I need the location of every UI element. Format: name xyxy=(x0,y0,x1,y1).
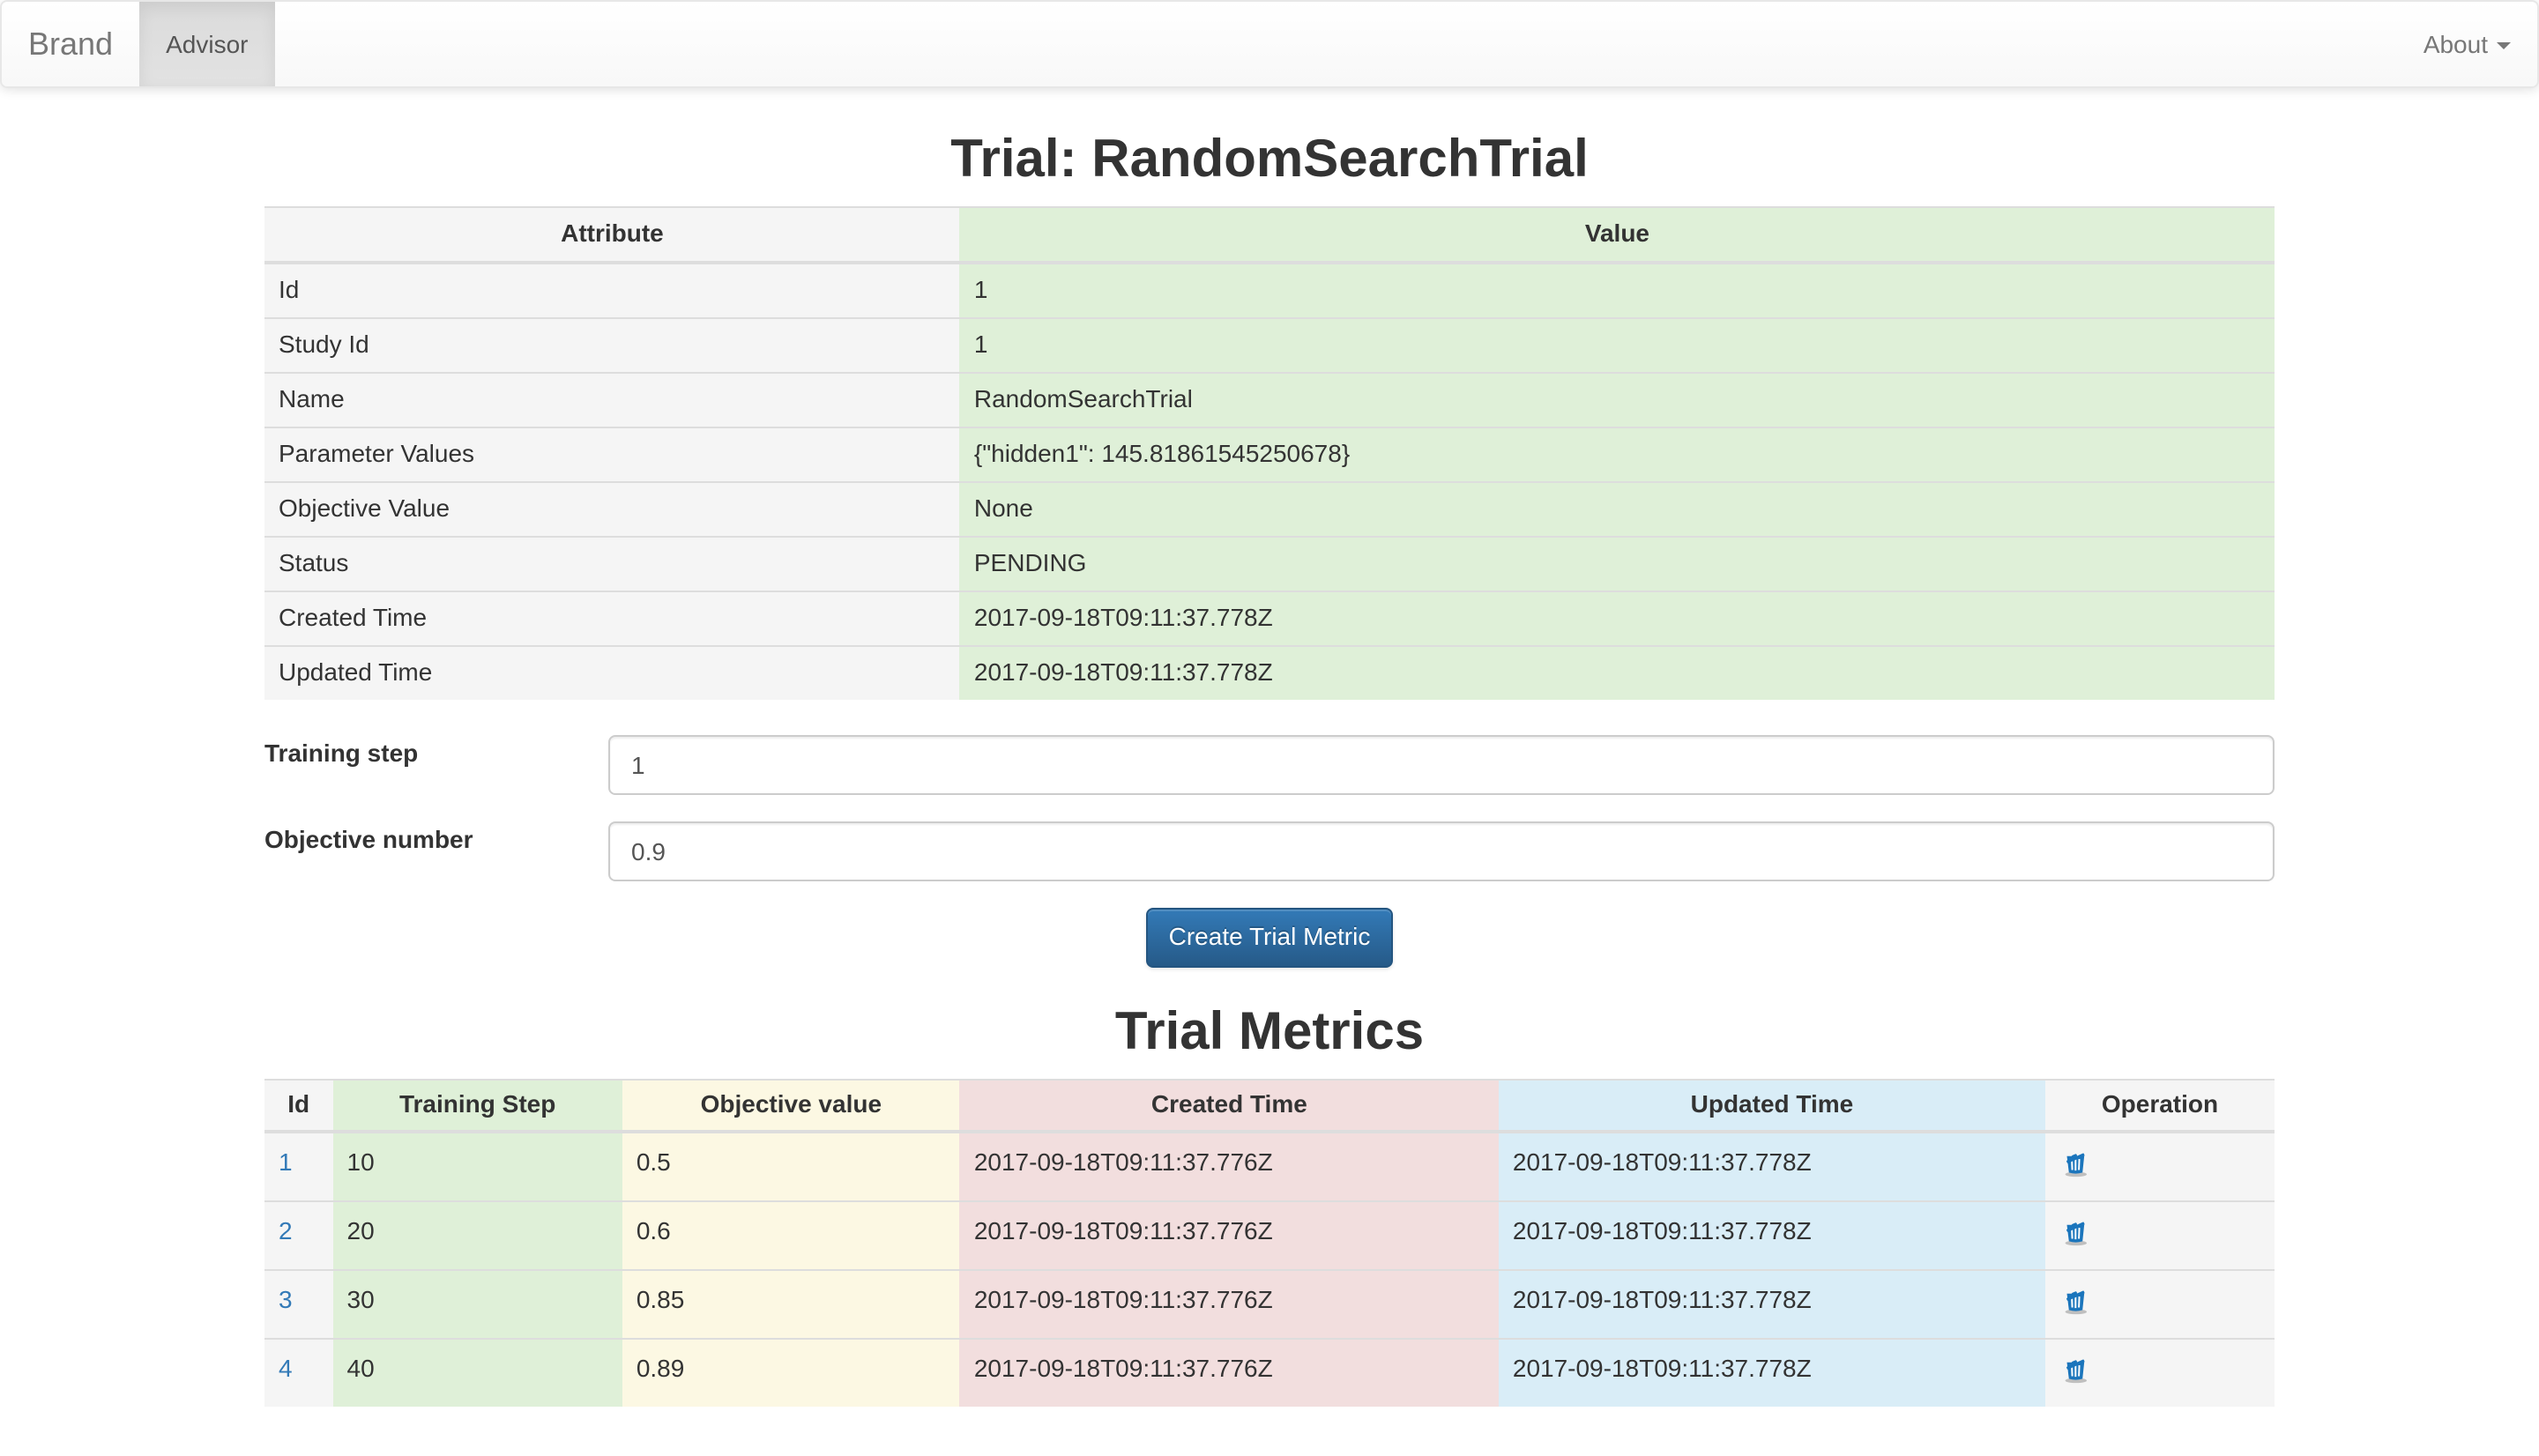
metric-created-time-cell: 2017-09-18T09:11:37.776Z xyxy=(959,1268,1499,1339)
navbar-left-nav: Advisor xyxy=(139,2,275,86)
metric-id-link[interactable]: 2 xyxy=(279,1215,293,1244)
attribute-value-cell: 1 xyxy=(959,261,2275,318)
operation-column-header: Operation xyxy=(2045,1078,2275,1133)
metric-updated-time-cell: 2017-09-18T09:11:37.778Z xyxy=(1498,1200,2046,1270)
attribute-column-header: Attribute xyxy=(264,205,960,264)
submit-row: Create Trial Metric xyxy=(264,907,2275,968)
metric-training-step-cell: 40 xyxy=(332,1337,622,1407)
delete-metric-button[interactable] xyxy=(2059,1146,2091,1177)
attribute-value-cell: PENDING xyxy=(959,535,2275,591)
attribute-value-cell: RandomSearchTrial xyxy=(959,371,2275,427)
delete-metric-button[interactable] xyxy=(2059,1283,2091,1315)
attribute-name-cell: Name xyxy=(264,371,960,427)
trial-attributes-table: Attribute Value Id 1 Study Id 1 Name Ran… xyxy=(264,205,2275,700)
trash-icon xyxy=(2065,1222,2088,1245)
trial-metrics-table: Id Training Step Objective value Created… xyxy=(264,1078,2275,1407)
objective-number-label: Objective number xyxy=(264,824,473,853)
delete-metric-button[interactable] xyxy=(2059,1215,2091,1246)
metric-id-link[interactable]: 1 xyxy=(279,1147,293,1176)
main-content: Trial: RandomSearchTrial Attribute Value… xyxy=(238,130,2301,1407)
created-time-column-header: Created Time xyxy=(959,1078,1499,1133)
metric-created-time-cell: 2017-09-18T09:11:37.776Z xyxy=(959,1200,1499,1270)
objective-number-input-col xyxy=(608,821,2275,881)
metric-id-link[interactable]: 4 xyxy=(279,1353,293,1382)
metric-objective-value-cell: 0.85 xyxy=(622,1268,960,1339)
training-step-input-col xyxy=(608,734,2275,795)
attribute-name-cell: Created Time xyxy=(264,590,960,646)
metric-objective-value-cell: 0.6 xyxy=(622,1200,960,1270)
metric-row: 4 40 0.89 2017-09-18T09:11:37.776Z 2017-… xyxy=(264,1337,2275,1407)
nav-item-about: About xyxy=(2397,2,2537,86)
updated-time-column-header: Updated Time xyxy=(1498,1078,2046,1133)
training-step-input[interactable] xyxy=(608,734,2275,795)
attribute-name-cell: Objective Value xyxy=(264,480,960,537)
attribute-value-cell: None xyxy=(959,480,2275,537)
training-step-group: Training step xyxy=(264,734,2275,795)
nav-item-advisor: Advisor xyxy=(139,2,275,86)
about-dropdown[interactable]: About xyxy=(2397,2,2537,86)
metric-row: 2 20 0.6 2017-09-18T09:11:37.776Z 2017-0… xyxy=(264,1200,2275,1270)
metric-created-time-cell: 2017-09-18T09:11:37.776Z xyxy=(959,1337,1499,1407)
metric-row: 3 30 0.85 2017-09-18T09:11:37.776Z 2017-… xyxy=(264,1268,2275,1339)
attribute-row: Status PENDING xyxy=(264,535,2275,591)
attribute-row: Objective Value None xyxy=(264,480,2275,537)
training-step-label: Training step xyxy=(264,738,419,767)
navbar-right-nav: About xyxy=(2397,2,2537,86)
objective-number-input[interactable] xyxy=(608,821,2275,881)
caret-down-icon xyxy=(2497,42,2511,50)
objective-value-column-header: Objective value xyxy=(622,1078,960,1133)
attribute-name-cell: Study Id xyxy=(264,316,960,373)
attribute-name-cell: Status xyxy=(264,535,960,591)
attribute-row: Study Id 1 xyxy=(264,316,2275,373)
id-column-header: Id xyxy=(264,1078,333,1133)
attribute-name-cell: Parameter Values xyxy=(264,426,960,482)
attribute-value-cell: 2017-09-18T09:11:37.778Z xyxy=(959,644,2275,700)
metric-updated-time-cell: 2017-09-18T09:11:37.778Z xyxy=(1498,1268,2046,1339)
trash-icon xyxy=(2065,1359,2088,1383)
metric-updated-time-cell: 2017-09-18T09:11:37.778Z xyxy=(1498,1337,2046,1407)
metric-objective-value-cell: 0.5 xyxy=(622,1130,960,1201)
metric-training-step-cell: 20 xyxy=(332,1200,622,1270)
value-column-header: Value xyxy=(959,205,2275,264)
create-metric-form: Training step Objective number Create Tr… xyxy=(264,734,2275,968)
create-trial-metric-button[interactable]: Create Trial Metric xyxy=(1145,907,1394,968)
attributes-header-row: Attribute Value xyxy=(264,205,2275,264)
navbar: Brand Advisor About xyxy=(0,0,2539,88)
metric-id-link[interactable]: 3 xyxy=(279,1284,293,1313)
trash-icon xyxy=(2065,1153,2088,1177)
metrics-header-row: Id Training Step Objective value Created… xyxy=(264,1078,2275,1133)
page-title: Trial: RandomSearchTrial xyxy=(950,130,1589,189)
attribute-row: Parameter Values {"hidden1": 145.8186154… xyxy=(264,426,2275,482)
attribute-value-cell: 1 xyxy=(959,316,2275,373)
delete-metric-button[interactable] xyxy=(2059,1352,2091,1384)
attribute-value-cell: {"hidden1": 145.81861545250678} xyxy=(959,426,2275,482)
metric-updated-time-cell: 2017-09-18T09:11:37.778Z xyxy=(1498,1130,2046,1201)
metric-created-time-cell: 2017-09-18T09:11:37.776Z xyxy=(959,1130,1499,1201)
attribute-row: Id 1 xyxy=(264,261,2275,318)
attribute-row: Created Time 2017-09-18T09:11:37.778Z xyxy=(264,590,2275,646)
attribute-value-cell: 2017-09-18T09:11:37.778Z xyxy=(959,590,2275,646)
about-label: About xyxy=(2423,30,2488,58)
metric-training-step-cell: 30 xyxy=(332,1268,622,1339)
attribute-row: Updated Time 2017-09-18T09:11:37.778Z xyxy=(264,644,2275,700)
objective-number-group: Objective number xyxy=(264,821,2275,881)
brand-link[interactable]: Brand xyxy=(28,26,114,62)
attribute-row: Name RandomSearchTrial xyxy=(264,371,2275,427)
attribute-name-cell: Updated Time xyxy=(264,644,960,700)
metric-objective-value-cell: 0.89 xyxy=(622,1337,960,1407)
metric-training-step-cell: 10 xyxy=(332,1130,622,1201)
metrics-title: Trial Metrics xyxy=(1114,1002,1425,1061)
advisor-tab[interactable]: Advisor xyxy=(139,2,275,86)
trash-icon xyxy=(2065,1290,2088,1314)
attribute-name-cell: Id xyxy=(264,261,960,318)
training-step-column-header: Training Step xyxy=(332,1078,622,1133)
metric-row: 1 10 0.5 2017-09-18T09:11:37.776Z 2017-0… xyxy=(264,1130,2275,1201)
